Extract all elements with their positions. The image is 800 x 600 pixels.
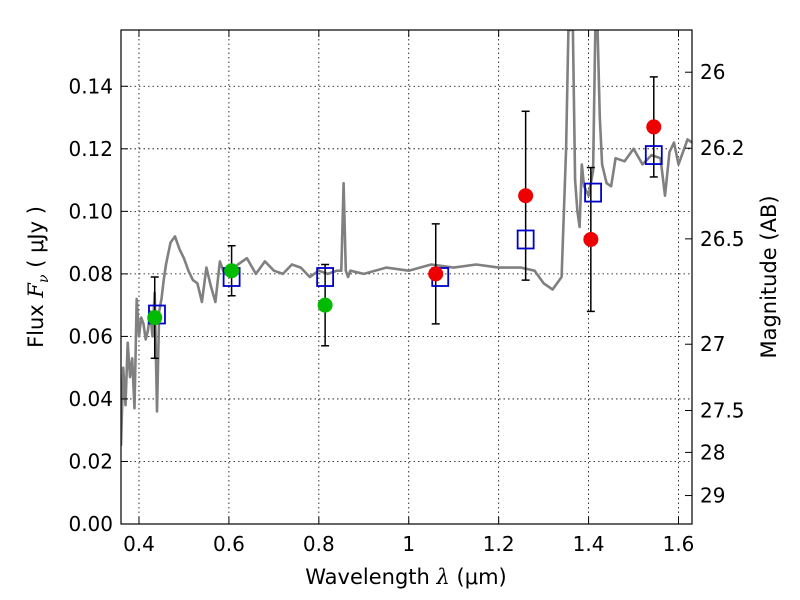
model-square-marker (584, 182, 602, 203)
series-layer (121, 30, 692, 446)
y2-tick-label: 29 (700, 484, 725, 508)
y2-tick-label: 26.2 (700, 136, 745, 160)
y2-tick-label: 27 (700, 332, 725, 356)
y2-axis-label: Magnitude (AB) (757, 195, 781, 358)
ticks: 0.4 0.6 0.8 1 1.2 1.4 1.6 0.00 0.02 0.04 0.06 0.08 0… (68, 30, 745, 556)
x-tick-label: 0.8 (303, 532, 335, 556)
observed-point-marker (428, 266, 444, 282)
observed-point-marker (583, 231, 599, 247)
model-square-marker (316, 267, 335, 287)
plot-frame (120, 29, 693, 525)
spectrum-line (121, 30, 692, 446)
x-tick-label: 1.4 (573, 532, 605, 556)
y-axis-label: Flux Fν ( μJy ) (24, 206, 52, 348)
observed-point-marker (518, 188, 534, 204)
x-tick-label: 1.6 (663, 532, 695, 556)
model-square-marker (516, 229, 535, 250)
observed-point-marker (317, 297, 333, 313)
y-tick-label: 0.10 (68, 199, 113, 223)
observed-point-marker (224, 263, 240, 279)
x-tick-label: 0.6 (213, 532, 245, 556)
model-square-marker (644, 145, 663, 165)
x-tick-label: 0.4 (123, 532, 155, 556)
y-tick-label: 0.02 (68, 449, 113, 473)
y-tick-label: 0.14 (68, 74, 113, 98)
y2-tick-label: 26.5 (700, 227, 745, 251)
observed-point-marker (147, 310, 163, 326)
x-axis-label: Wavelength λ (μm) (305, 565, 506, 589)
marker-layer (147, 76, 663, 360)
grid (121, 30, 692, 525)
y-tick-label: 0.04 (68, 387, 113, 411)
x-tick-label: 1 (402, 532, 415, 556)
y2-tick-label: 28 (700, 440, 725, 464)
y-tick-label: 0.12 (68, 137, 113, 161)
observed-point-marker (646, 119, 662, 135)
y-tick-label: 0.08 (68, 262, 113, 286)
y2-tick-label: 27.5 (700, 399, 745, 423)
plot-area (121, 30, 692, 446)
y2-tick-label: 26 (700, 60, 725, 84)
y-tick-label: 0.00 (68, 512, 113, 536)
x-tick-label: 1.2 (483, 532, 515, 556)
y-tick-label: 0.06 (68, 324, 113, 348)
